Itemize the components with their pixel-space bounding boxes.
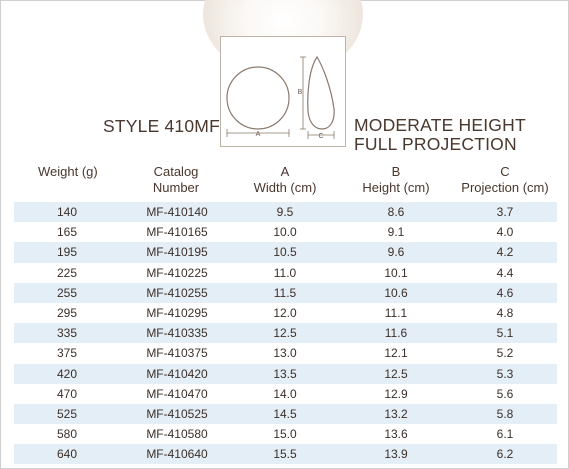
table-row: 165 MF-410165 10.0 9.1 4.0 — [14, 222, 557, 242]
catalog-number-cell: MF-410525 — [146, 406, 208, 421]
height-cell: 12.9 — [384, 386, 408, 401]
header-catalog-number: Catalog Number — [152, 164, 200, 195]
weight-cell: 255 — [56, 285, 78, 300]
projection-cell: 5.6 — [496, 386, 514, 401]
height-cell: 13.9 — [384, 447, 408, 462]
width-cell: 15.0 — [273, 427, 297, 442]
projection-cell: 4.8 — [496, 305, 514, 320]
weight-cell: 165 — [56, 225, 78, 240]
table-row: 225 MF-410225 11.0 10.1 4.4 — [14, 263, 557, 283]
table-row: 195 MF-410195 10.5 9.6 4.2 — [14, 242, 557, 263]
table-row: 470 MF-410470 14.0 12.9 5.6 — [14, 384, 557, 404]
table-row: 580 MF-410580 15.0 13.6 6.1 — [14, 424, 557, 444]
table-row: 255 MF-410255 11.5 10.6 4.6 — [14, 282, 557, 303]
catalog-number-cell: MF-410420 — [146, 366, 208, 381]
weight-cell: 225 — [56, 265, 78, 280]
implant-dimension-diagram: A B C — [220, 36, 346, 147]
catalog-number-cell: MF-410165 — [146, 225, 208, 240]
weight-cell: 335 — [56, 326, 78, 341]
weight-cell: 420 — [56, 366, 78, 381]
projection-cell: 4.6 — [496, 285, 514, 300]
width-cell: 13.0 — [273, 346, 297, 361]
projection-cell: 6.1 — [496, 427, 514, 442]
weight-cell: 470 — [56, 386, 78, 401]
dimension-diagram-svg: A B C — [226, 55, 335, 140]
style-description: MODERATE HEIGHT FULL PROJECTION — [354, 116, 526, 154]
description-line-1: MODERATE HEIGHT — [354, 115, 526, 135]
front-view-circle — [226, 66, 290, 130]
width-cell: 10.0 — [273, 225, 297, 240]
catalog-number-cell: MF-410295 — [146, 305, 208, 320]
catalog-number-cell: MF-410335 — [146, 326, 208, 341]
header-width: A Width (cm) — [253, 164, 317, 195]
projection-cell: 3.7 — [496, 205, 514, 219]
catalog-number-cell: MF-410470 — [146, 386, 208, 401]
weight-cell: 525 — [56, 406, 78, 421]
width-cell: 14.5 — [273, 406, 297, 421]
header-weight: Weight (g) — [38, 164, 98, 179]
catalog-number-cell: MF-410195 — [146, 245, 208, 260]
table-row: 375 MF-410375 13.0 12.1 5.2 — [14, 343, 557, 363]
height-cell: 10.6 — [384, 285, 408, 300]
width-cell: 10.5 — [273, 245, 297, 260]
projection-cell: 5.2 — [496, 346, 514, 361]
height-cell: 11.6 — [384, 326, 408, 341]
height-cell: 8.6 — [387, 205, 405, 219]
width-cell: 11.5 — [273, 285, 297, 300]
weight-cell: 195 — [56, 245, 78, 260]
width-cell: 13.5 — [273, 366, 297, 381]
header-height: B Height (cm) — [362, 164, 430, 195]
width-cell: 12.5 — [273, 326, 297, 341]
width-cell: 12.0 — [273, 305, 297, 320]
height-cell: 12.1 — [384, 346, 408, 361]
width-cell: 11.0 — [273, 265, 297, 280]
header-projection: C Projection (cm) — [461, 164, 549, 195]
height-cell: 12.5 — [384, 366, 408, 381]
projection-cell: 5.8 — [496, 406, 514, 421]
weight-cell: 375 — [56, 346, 78, 361]
weight-cell: 580 — [56, 427, 78, 442]
side-profile-shape — [307, 55, 335, 130]
height-cell: 9.6 — [387, 245, 405, 260]
width-cell: 14.0 — [273, 386, 297, 401]
height-cell: 13.6 — [384, 427, 408, 442]
table-row: 335 MF-410335 12.5 11.6 5.1 — [14, 323, 557, 344]
projection-cell: 4.4 — [496, 265, 514, 280]
height-cell: 9.1 — [387, 225, 405, 240]
catalog-number-cell: MF-410640 — [146, 447, 208, 462]
label-b: B — [298, 89, 303, 96]
table-row: 420 MF-410420 13.5 12.5 5.3 — [14, 363, 557, 384]
projection-cell: 4.2 — [496, 245, 514, 260]
table-row: 640 MF-410640 15.5 13.9 6.2 — [14, 444, 557, 465]
table-row: 140 MF-410140 9.5 8.6 3.7 — [14, 202, 557, 223]
width-cell: 9.5 — [276, 205, 294, 219]
height-cell: 11.1 — [384, 305, 408, 320]
table-row: 525 MF-410525 14.5 13.2 5.8 — [14, 403, 557, 425]
height-cell: 10.1 — [384, 265, 408, 280]
description-line-2: FULL PROJECTION — [354, 134, 517, 154]
weight-cell: 295 — [56, 305, 78, 320]
label-a: A — [256, 131, 261, 138]
projection-cell: 5.3 — [496, 366, 514, 381]
table-row: 295 MF-410295 12.0 11.1 4.8 — [14, 303, 557, 323]
label-c: C — [318, 133, 323, 140]
style-title: STYLE 410MF — [103, 116, 220, 136]
width-cell: 15.5 — [273, 447, 297, 462]
catalog-number-cell: MF-410140 — [146, 205, 208, 219]
projection-cell: 6.2 — [496, 447, 514, 462]
weight-cell: 640 — [56, 447, 78, 462]
catalog-number-cell: MF-410580 — [146, 427, 208, 442]
specification-table: 140 MF-410140 9.5 8.6 3.7 165 MF-410165 10.0 9.1… — [14, 202, 557, 465]
projection-cell: 5.1 — [496, 326, 514, 341]
height-cell: 13.2 — [384, 406, 408, 421]
projection-cell: 4.0 — [496, 225, 514, 240]
catalog-number-cell: MF-410375 — [146, 346, 208, 361]
weight-cell: 140 — [56, 205, 78, 219]
catalog-number-cell: MF-410255 — [146, 285, 208, 300]
catalog-number-cell: MF-410225 — [146, 265, 208, 280]
